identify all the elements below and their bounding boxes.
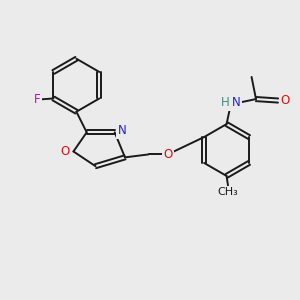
Text: H: H	[221, 96, 230, 109]
Text: CH₃: CH₃	[218, 187, 238, 197]
Text: F: F	[34, 93, 40, 106]
Text: O: O	[280, 94, 289, 107]
Text: O: O	[61, 145, 70, 158]
Text: O: O	[163, 148, 172, 161]
Text: N: N	[118, 124, 126, 137]
Text: N: N	[232, 96, 241, 109]
